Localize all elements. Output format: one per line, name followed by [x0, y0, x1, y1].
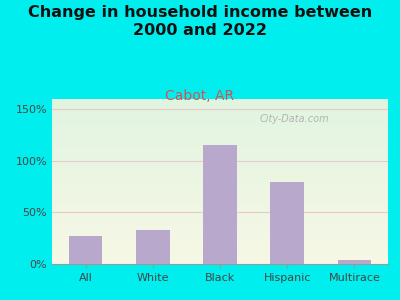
Text: Cabot, AR: Cabot, AR	[166, 88, 234, 103]
Bar	[69, 236, 102, 264]
Text: City-Data.com: City-Data.com	[259, 114, 329, 124]
Bar	[136, 230, 170, 264]
Bar	[338, 260, 371, 264]
Bar	[203, 146, 237, 264]
Text: Change in household income between
2000 and 2022: Change in household income between 2000 …	[28, 4, 372, 38]
Bar	[270, 182, 304, 264]
